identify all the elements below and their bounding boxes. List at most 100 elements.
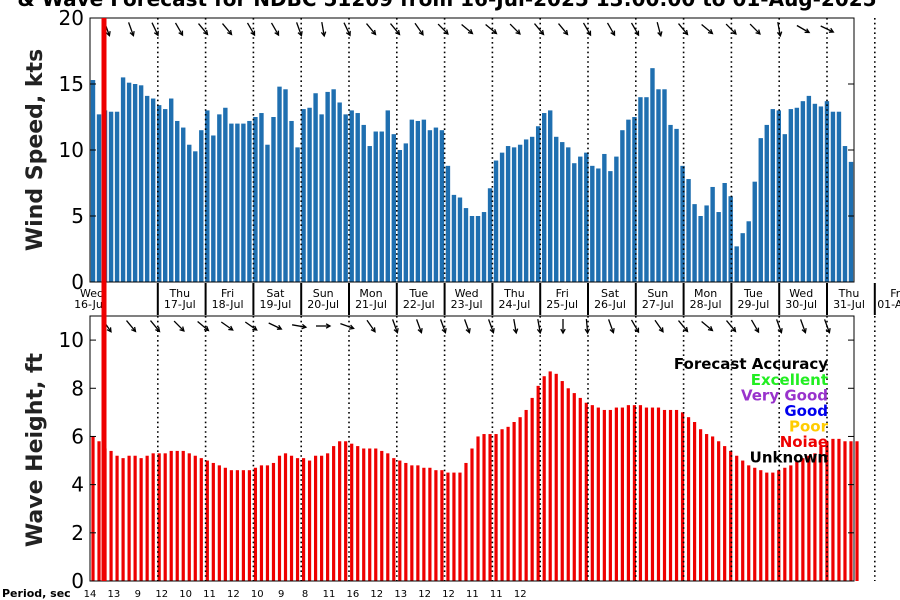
- wind-speed-bar: [181, 127, 186, 282]
- wind-plot-frame: [89, 17, 855, 283]
- wave-height-bar: [735, 455, 739, 581]
- wave-y-axis-label: Wave Height, ft: [23, 352, 48, 547]
- wave-height-bar: [759, 470, 763, 581]
- wave-height-bar: [295, 458, 300, 581]
- day-name-label: Wed: [455, 287, 479, 300]
- wave-height-bar: [711, 436, 715, 581]
- wave-height-bar: [795, 460, 799, 581]
- wave-height-bar: [638, 405, 643, 581]
- wave-height-bar: [362, 448, 366, 581]
- period-tick-label: 12: [370, 589, 383, 600]
- wave-height-bar: [283, 453, 288, 581]
- wind-speed-bar: [734, 246, 739, 282]
- wind-speed-bar: [848, 161, 854, 282]
- wave-height-bar: [723, 446, 727, 581]
- direction-arrow: [820, 25, 835, 33]
- wind-speed-bar: [746, 221, 751, 282]
- wave-height-bar: [590, 405, 594, 581]
- day-name-label: Tue: [743, 287, 763, 300]
- day-date-label: 19-Jul: [259, 298, 291, 311]
- period-label: Period, sec: [2, 587, 71, 600]
- wind-speed-bar: [752, 181, 757, 282]
- wave-height-bar: [169, 450, 173, 581]
- wave-height-bar: [506, 426, 510, 581]
- direction-arrow: [776, 21, 783, 38]
- wind-speed-bar: [842, 146, 848, 282]
- period-tick-label: 11: [490, 589, 503, 600]
- wave-height-bar: [686, 417, 691, 581]
- wave-direction-arrows: [102, 318, 831, 335]
- wind-speed-bar: [457, 197, 463, 282]
- y-tick-label: 6: [71, 424, 84, 448]
- wave-bars: [91, 371, 859, 581]
- wind-speed-bar: [674, 128, 679, 282]
- legend-item: Good: [784, 402, 828, 420]
- wind-speed-bar: [758, 138, 763, 282]
- wind-speed-bar: [620, 130, 625, 282]
- day-name-label: Thu: [503, 287, 525, 300]
- wind-speed-bar: [241, 123, 246, 282]
- wind-speed-bar: [499, 152, 505, 282]
- wind-speed-bar: [223, 107, 228, 282]
- wave-height-bar: [392, 458, 396, 581]
- wave-height-bar: [518, 417, 522, 581]
- day-date-label: 17-Jul: [164, 298, 196, 311]
- wave-height-bar: [452, 472, 456, 581]
- direction-arrow: [150, 320, 161, 333]
- wave-height-bar: [536, 385, 540, 581]
- wind-speed-bar: [566, 147, 571, 282]
- wind-speed-bar: [403, 143, 409, 282]
- wind-speed-bar: [656, 89, 661, 282]
- direction-arrow: [390, 23, 401, 36]
- wind-speed-bar: [169, 98, 174, 283]
- wind-speed-bar: [818, 106, 824, 282]
- wind-speed-bar: [120, 77, 126, 283]
- wave-height-bar: [813, 453, 817, 581]
- wind-speed-bar: [361, 124, 366, 282]
- direction-arrow: [151, 22, 159, 37]
- wave-height-bar: [668, 409, 673, 581]
- wave-height-bar: [650, 407, 655, 581]
- direction-arrow: [485, 24, 498, 35]
- wave-height-bar: [692, 422, 697, 581]
- wind-speed-bar: [193, 151, 198, 282]
- wave-height-bar: [121, 458, 125, 581]
- wind-speed-bar: [481, 212, 487, 282]
- legend-item: Noiae: [780, 433, 828, 451]
- wind-speed-bar: [187, 144, 192, 282]
- wave-height-bar: [175, 450, 179, 581]
- wind-speed-bar: [608, 171, 613, 282]
- wave-height-bar: [320, 455, 324, 581]
- direction-arrow: [340, 322, 355, 330]
- day-date-label: 22-Jul: [403, 298, 435, 311]
- wave-height-bar: [765, 472, 769, 581]
- day-name-label: Sat: [266, 287, 285, 300]
- wave-height-bar: [596, 407, 600, 581]
- wave-height-bar: [289, 455, 294, 581]
- wind-speed-bar: [247, 120, 252, 283]
- wave-height-bar: [416, 465, 420, 581]
- day-name-label: Sat: [601, 287, 620, 300]
- wave-height-bar: [151, 453, 155, 581]
- day-name-label: Tue: [408, 287, 428, 300]
- wind-speed-bar: [517, 144, 523, 282]
- wind-speed-bar: [415, 120, 421, 283]
- y-tick-label: 8: [71, 376, 84, 400]
- wind-speed-bar: [535, 126, 541, 283]
- direction-arrow: [701, 24, 714, 35]
- wind-speed-bar: [800, 101, 806, 282]
- day-name-label: Fri: [556, 287, 569, 300]
- wind-speed-bar: [722, 183, 727, 282]
- wave-height-bar: [849, 441, 853, 581]
- wind-y-axis-label: Wind Speed, kts: [23, 49, 48, 251]
- wind-speed-bar: [211, 135, 216, 282]
- direction-arrow: [607, 319, 615, 334]
- wind-speed-bar: [788, 109, 794, 282]
- wave-height-bar: [608, 409, 612, 581]
- direction-arrow: [291, 323, 308, 330]
- wind-speed-bar: [505, 146, 511, 282]
- day-label-strip: Wed16-JulThu17-JulFri18-JulSat19-JulSun2…: [74, 283, 900, 315]
- day-name-label: Sun: [647, 287, 668, 300]
- wind-speed-bar: [259, 113, 264, 282]
- wave-height-bar: [229, 470, 233, 581]
